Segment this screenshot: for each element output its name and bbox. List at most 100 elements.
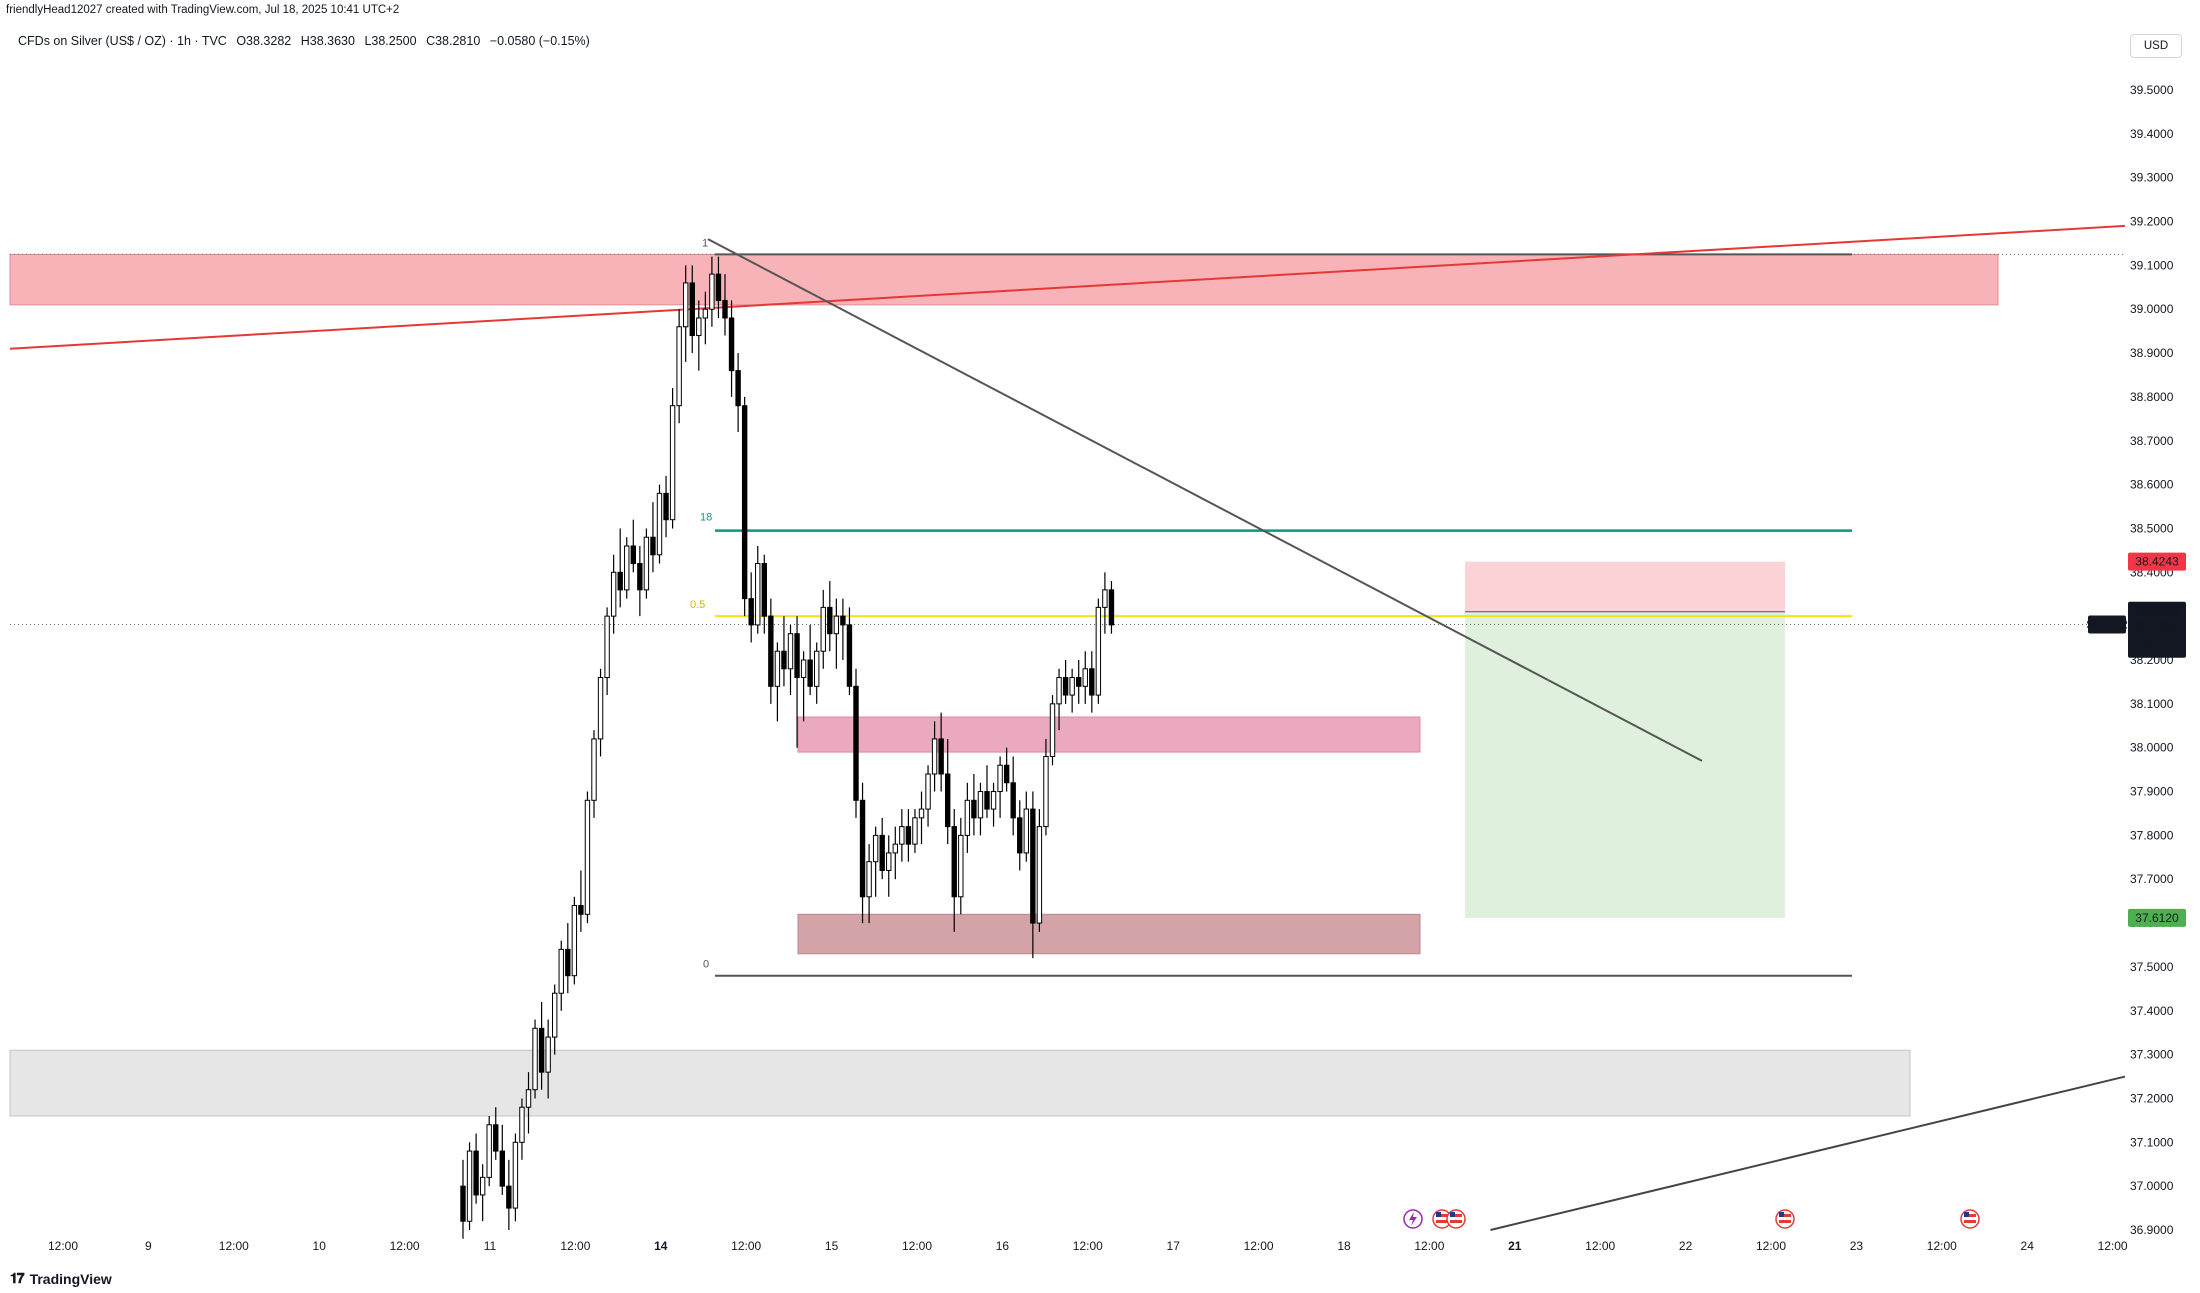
take-profit-zone: [1465, 611, 1785, 918]
candle-body-down: [663, 492, 669, 521]
candle: [787, 624, 794, 696]
x-tick-label: 12:00: [48, 1239, 78, 1253]
candle: [1069, 668, 1075, 713]
candle: [702, 291, 709, 345]
candle: [486, 1116, 492, 1187]
y-tick-label: 37.0000: [2130, 1179, 2174, 1193]
candle-body-up: [532, 1027, 538, 1091]
candle: [689, 265, 695, 354]
y-tick-label: 37.2000: [2130, 1091, 2174, 1105]
us-event-flag-icon-stripe: [1779, 1220, 1791, 1223]
candle: [853, 668, 859, 818]
candle: [1036, 809, 1043, 932]
candle-body-down: [617, 571, 623, 591]
candle: [610, 554, 617, 634]
candle: [663, 475, 669, 538]
x-tick-label: 14: [654, 1239, 668, 1253]
x-tick-label: 12:00: [1073, 1239, 1103, 1253]
y-tick-label: 39.2000: [2130, 215, 2174, 229]
candle: [650, 502, 656, 573]
x-tick-label: 12:00: [1244, 1239, 1274, 1253]
candle-body-down: [984, 791, 990, 810]
candle-body-down: [859, 799, 866, 898]
symbol-name[interactable]: CFDs on Silver (US$ / OZ) · 1h · TVC: [18, 34, 227, 48]
candle: [722, 274, 728, 336]
y-tick-label: 38.1000: [2130, 697, 2174, 711]
candle: [1089, 651, 1095, 713]
candle: [624, 537, 630, 599]
candle-body-up: [866, 861, 872, 898]
candle-body-up: [977, 791, 984, 819]
candle: [676, 309, 682, 424]
candle-body-up: [925, 773, 931, 810]
candle-body-down: [473, 1150, 479, 1196]
candle: [493, 1107, 499, 1160]
candle-body-down: [951, 826, 957, 898]
candle-body-up: [1049, 703, 1056, 757]
candle-body-down: [1076, 677, 1082, 687]
candle-body-down: [715, 273, 722, 301]
candle-body-down: [840, 615, 846, 626]
candle-body-down: [1030, 808, 1036, 924]
candle: [571, 896, 578, 985]
candle-body-down: [761, 563, 767, 617]
symbol-info: CFDs on Silver (US$ / OZ) · 1h · TVC O38…: [18, 34, 596, 48]
candle-body-up: [696, 317, 702, 337]
candle-body-down: [722, 299, 728, 319]
candle-body-up: [990, 791, 997, 810]
candle: [827, 581, 833, 652]
candle-body-down: [565, 948, 571, 977]
candle: [715, 256, 722, 318]
candle-body-up: [702, 308, 709, 319]
candle: [591, 730, 597, 818]
ascending-line: [1490, 1075, 2126, 1231]
lightning-event-icon: [1403, 1209, 1423, 1229]
candle: [768, 598, 774, 704]
candle: [774, 642, 781, 722]
candle-body-down: [741, 405, 748, 600]
y-tick-label: 37.4000: [2130, 1004, 2174, 1018]
zones-layer: [9, 253, 1999, 1117]
candle: [820, 589, 826, 669]
candle-body-up: [814, 650, 820, 687]
candle: [683, 265, 689, 362]
candle-body-down: [650, 536, 656, 556]
candle-body-up: [899, 826, 905, 845]
x-tick-label: 15: [825, 1239, 839, 1253]
candle-body-up: [886, 852, 892, 871]
us-event-flag-icon-stripe: [1450, 1220, 1462, 1223]
candle: [1043, 738, 1049, 836]
y-tick-label: 37.3000: [2130, 1048, 2174, 1062]
candle: [905, 809, 912, 862]
candle-body-down: [971, 799, 977, 819]
candle-body-up: [892, 843, 898, 854]
candle: [800, 651, 807, 722]
currency-button[interactable]: USD: [2130, 34, 2182, 58]
candle: [755, 546, 761, 634]
candle: [866, 844, 872, 924]
candle: [565, 923, 571, 994]
candle: [552, 984, 558, 1055]
us-event-flag-icon-stripe: [1436, 1214, 1448, 1217]
y-tick-label: 37.8000: [2130, 828, 2174, 842]
candle: [1023, 791, 1029, 862]
candle-body-up: [545, 1036, 551, 1073]
candle: [814, 642, 820, 704]
candle-body-down: [945, 773, 951, 828]
fib-label-618: 18: [700, 512, 712, 524]
candle-body-up: [1023, 808, 1029, 854]
candle: [545, 1019, 551, 1099]
x-tick-label: 12:00: [1585, 1239, 1615, 1253]
ohlc-low: L38.2500: [364, 34, 417, 48]
candle: [696, 300, 702, 371]
candle-body-up: [912, 817, 918, 845]
candle-body-down: [630, 545, 636, 565]
labels-layer: 1 18 0.5 0 38.4243 37.6120 38.309938.281018:27…: [690, 237, 2186, 1229]
candle: [807, 624, 813, 696]
x-tick-label: 12:00: [219, 1239, 249, 1253]
candle: [846, 607, 853, 696]
candle-body-up: [958, 834, 964, 898]
x-tick-label: 9: [145, 1239, 152, 1253]
tradingview-logo[interactable]: 𝟏𝟕 TradingView: [10, 1270, 112, 1287]
